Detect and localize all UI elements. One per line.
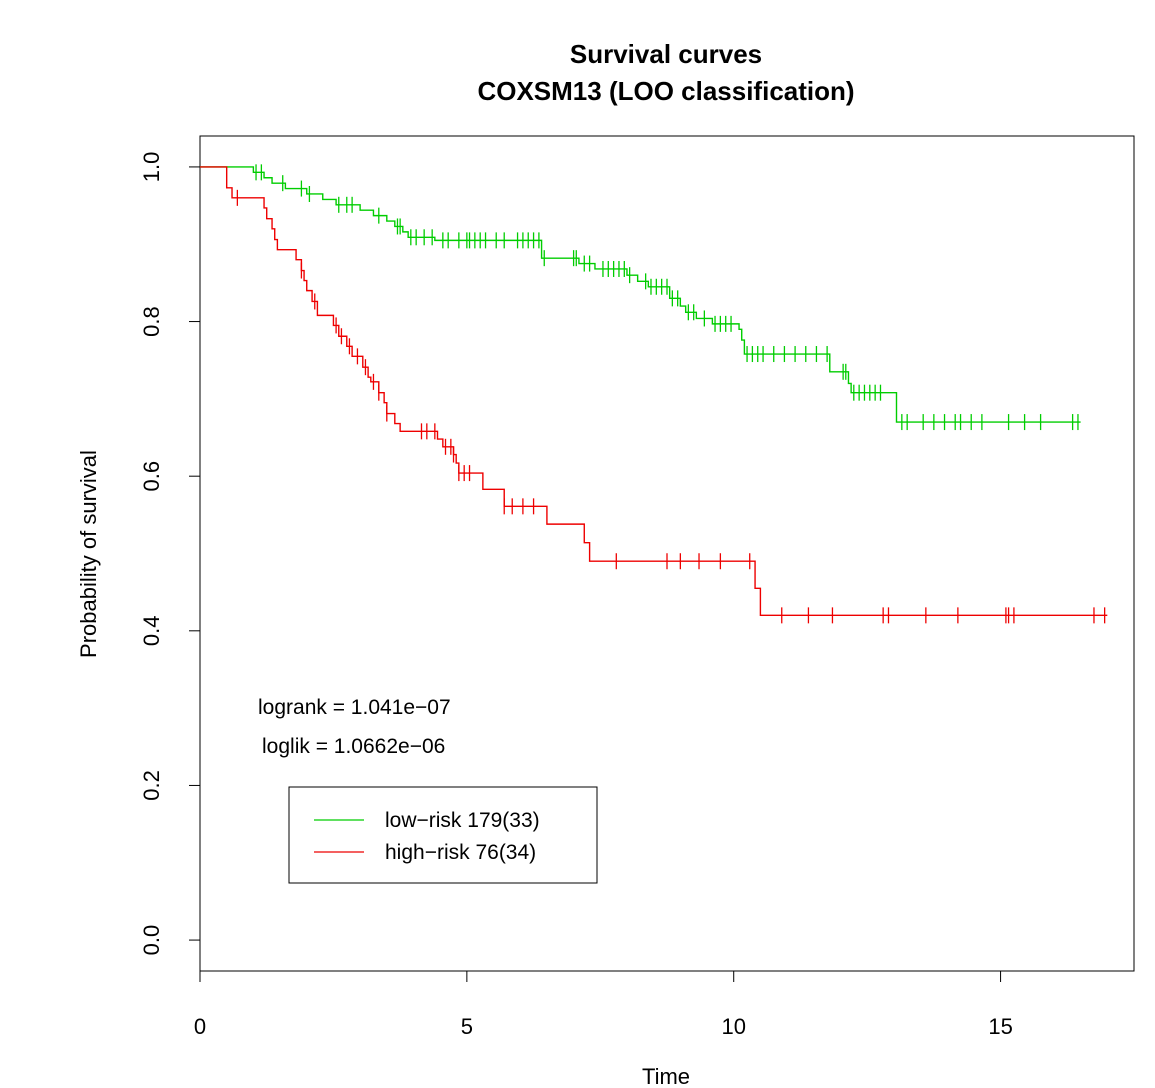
y-tick-label: 0.6: [139, 461, 164, 492]
survival-curve: [200, 166, 1108, 617]
y-tick-label: 0.0: [139, 925, 164, 956]
survival-curve: [200, 166, 1081, 423]
legend-box: [288, 786, 598, 884]
x-axis: 0 5 10 15: [194, 970, 1013, 1039]
x-tick-label: 0: [194, 1014, 206, 1039]
y-tick-label: 0.8: [139, 306, 164, 337]
y-tick-label: 0.2: [139, 770, 164, 801]
x-tick-label: 5: [461, 1014, 473, 1039]
y-axis: 0.0 0.2 0.4 0.6 0.8 1.0: [139, 152, 201, 956]
series-high-risk: [200, 166, 1108, 624]
y-axis-label: Probability of survival: [76, 450, 101, 658]
legend-label-high-risk: high−risk 76(34): [385, 841, 536, 864]
legend-label-low-risk: low−risk 179(33): [385, 809, 540, 832]
series-layer: [200, 164, 1108, 624]
series-low-risk: [200, 164, 1081, 431]
x-tick-label: 15: [988, 1014, 1012, 1039]
x-axis-label: Time: [642, 1064, 690, 1088]
y-tick-label: 1.0: [139, 152, 164, 183]
logrank-annotation: logrank = 1.041e−07: [258, 696, 451, 719]
chart-subtitle: COXSM13 (LOO classification): [477, 76, 854, 106]
x-tick-label: 10: [721, 1014, 745, 1039]
legend: low−risk 179(33) high−risk 76(34): [288, 786, 598, 884]
loglik-annotation: loglik = 1.0662e−06: [262, 735, 445, 758]
y-tick-label: 0.4: [139, 616, 164, 647]
chart-title: Survival curves: [570, 39, 762, 69]
